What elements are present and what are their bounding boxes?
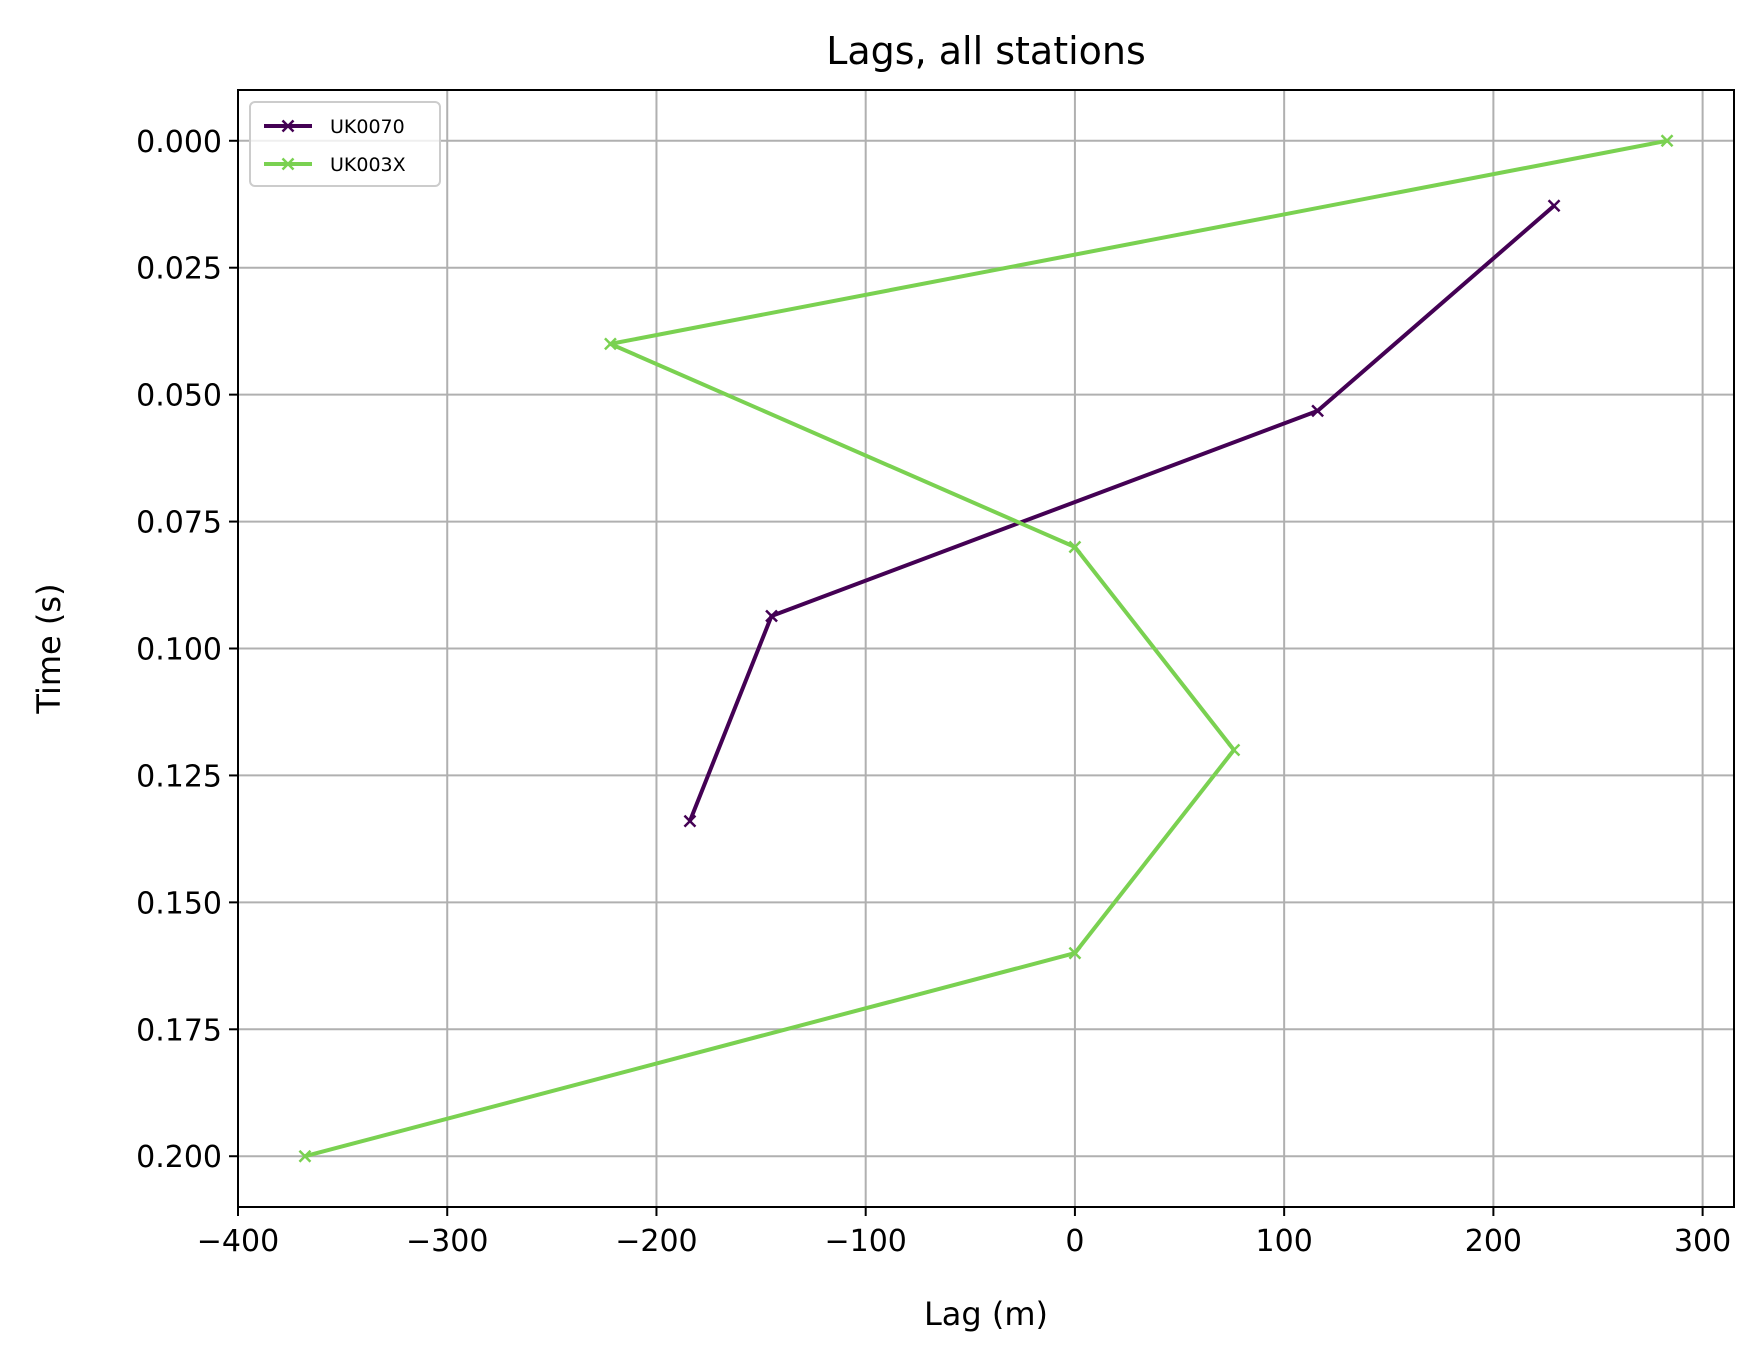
marker-stroke [1311,404,1325,418]
marker-stroke [281,157,295,171]
data-point [298,1149,312,1163]
legend: UK0070 UK003X [249,101,441,187]
data-point [1547,199,1561,213]
data-point [683,814,697,828]
marker-stroke [683,814,697,828]
data-point [1660,134,1674,148]
x-tick-label: 300 [1674,1224,1731,1259]
data-point [1227,743,1241,757]
marker-stroke [1547,199,1561,213]
data-point [1068,540,1082,554]
x-tick-label: 200 [1465,1224,1522,1259]
marker-stroke [1068,946,1082,960]
x-tick-label: 100 [1256,1224,1313,1259]
marker-stroke [604,337,617,351]
legend-marker [281,157,295,171]
x-tick-label: −100 [824,1224,906,1259]
legend-item-uk0070: UK0070 [264,116,405,138]
chart-title: Lags, all stations [826,29,1146,73]
marker-stroke [281,119,295,133]
y-tick-label: 0.150 [136,886,222,921]
y-tick-label: 0.075 [136,506,222,541]
series-layer [298,134,1674,1163]
marker-stroke [1068,540,1082,554]
marker-stroke [1660,134,1674,148]
series-line [688,204,1556,822]
x-axis-label: Lag (m) [924,1295,1048,1333]
y-tick-label: 0.125 [136,759,222,794]
x-tick-label: −400 [197,1224,279,1259]
x-tick-label: −200 [615,1224,697,1259]
y-tick-label: 0.025 [136,252,222,287]
data-point [1311,404,1325,418]
x-tick-label: 0 [1065,1224,1084,1259]
legend-label: UK0070 [330,116,405,138]
legend-marker [281,119,295,133]
data-point [765,609,778,623]
series-uk0070 [683,199,1561,828]
data-point [1068,946,1082,960]
y-tick-label: 0.000 [136,125,222,160]
marker-stroke [298,1149,312,1163]
y-tick-label: 0.175 [136,1013,222,1048]
y-axis-label: Time (s) [30,583,68,714]
ticks: −400 −300 −200 −100 0 100 200 300 0.000 0.025 0.05… [136,125,1731,1259]
marker-stroke [765,609,778,623]
x-tick-label: −300 [406,1224,488,1259]
series-line [304,138,1668,1159]
data-point [604,337,617,351]
y-tick-label: 0.200 [136,1140,222,1175]
y-tick-label: 0.100 [136,633,222,668]
y-tick-label: 0.050 [136,379,222,414]
legend-item-uk003x: UK003X [264,154,406,176]
marker-stroke [1227,743,1241,757]
series-uk003x [298,134,1674,1163]
legend-label: UK003X [330,154,406,176]
